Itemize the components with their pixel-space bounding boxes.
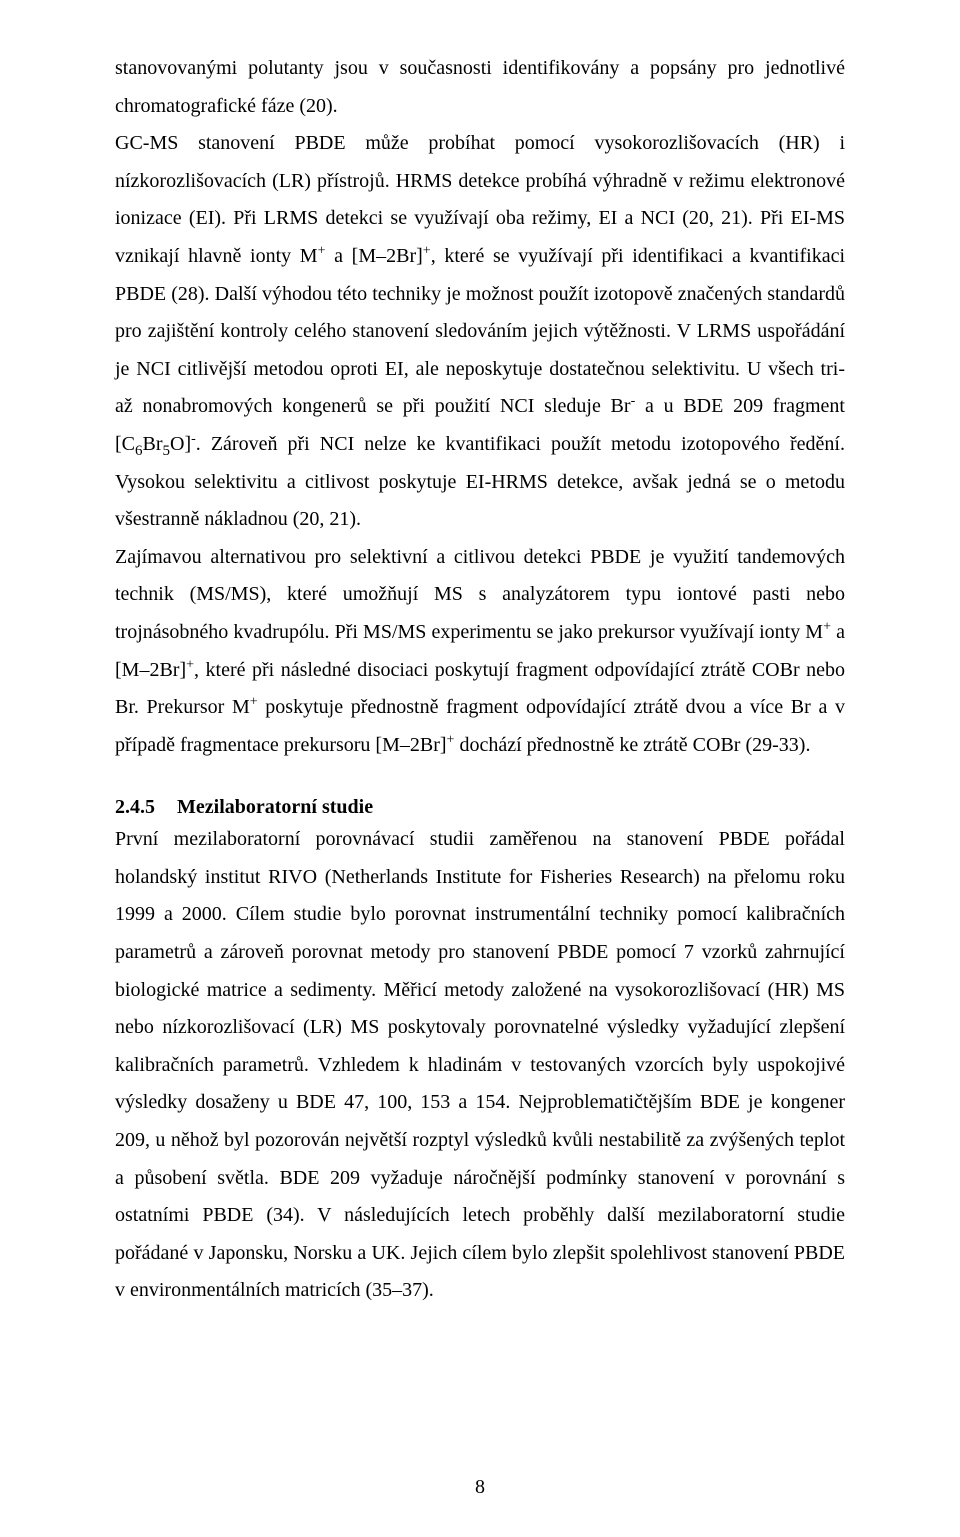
section-number: 2.4.5 [115, 796, 155, 819]
superscript-plus: + [823, 619, 831, 634]
subscript-5: 5 [163, 443, 171, 459]
superscript-plus: + [250, 694, 258, 709]
section-body: První mezilaboratorní porovnávací studii… [115, 821, 845, 1310]
p2-text-3: , které se využívají při identifikaci a … [115, 245, 850, 417]
page-number: 8 [0, 1476, 960, 1499]
p3-text-1: Zajímavou alternativou pro selektivní a … [115, 546, 850, 643]
superscript-plus: + [318, 243, 326, 258]
p2-text-7: . Zároveň při NCI nelze ke kvantifikaci … [115, 433, 850, 530]
paragraph-1: stanovovanými polutanty jsou v současnos… [115, 50, 845, 125]
superscript-plus: + [186, 657, 194, 672]
paragraph-3: Zajímavou alternativou pro selektivní a … [115, 539, 845, 765]
p2-text-6: O] [170, 433, 191, 455]
paragraph-2: GC-MS stanovení PBDE může probíhat pomoc… [115, 125, 845, 539]
document-page: stanovovanými polutanty jsou v současnos… [0, 0, 960, 1537]
section-heading: 2.4.5 Mezilaboratorní studie [115, 796, 845, 819]
p2-text-2: a [M–2Br] [326, 245, 423, 267]
p3-text-5: dochází přednostně ke ztrátě COBr (29-33… [454, 734, 810, 756]
p2-text-5: Br [143, 433, 163, 455]
section-title-text: Mezilaboratorní studie [177, 796, 373, 818]
superscript-plus: + [423, 243, 431, 258]
subscript-6: 6 [135, 443, 143, 459]
